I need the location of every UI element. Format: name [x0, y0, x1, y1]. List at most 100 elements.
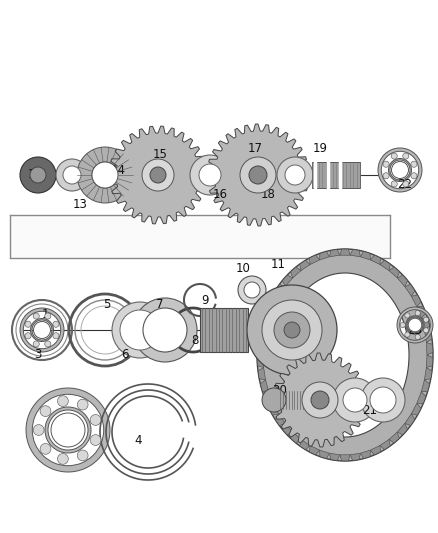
- Polygon shape: [258, 368, 265, 380]
- Circle shape: [120, 310, 160, 350]
- Circle shape: [415, 334, 420, 340]
- Text: 22: 22: [398, 179, 413, 191]
- Polygon shape: [405, 414, 415, 425]
- Circle shape: [190, 155, 230, 195]
- Circle shape: [411, 161, 417, 167]
- Polygon shape: [257, 355, 264, 368]
- Circle shape: [90, 434, 101, 446]
- Text: 16: 16: [212, 189, 227, 201]
- Text: 11: 11: [271, 259, 286, 271]
- Polygon shape: [371, 255, 381, 264]
- Circle shape: [51, 413, 85, 447]
- Circle shape: [238, 276, 266, 304]
- Circle shape: [45, 313, 51, 319]
- Polygon shape: [281, 273, 409, 437]
- Text: 4: 4: [134, 433, 142, 447]
- Bar: [312, 162, 360, 188]
- Circle shape: [411, 173, 417, 179]
- Circle shape: [262, 300, 322, 360]
- Circle shape: [405, 313, 410, 318]
- Polygon shape: [389, 267, 399, 278]
- Polygon shape: [269, 295, 279, 307]
- Wedge shape: [31, 319, 53, 342]
- Circle shape: [277, 157, 313, 193]
- Wedge shape: [378, 148, 422, 192]
- Circle shape: [370, 387, 396, 413]
- Polygon shape: [417, 392, 426, 403]
- Circle shape: [244, 282, 260, 298]
- Circle shape: [403, 181, 409, 187]
- Polygon shape: [275, 285, 285, 296]
- Circle shape: [199, 164, 221, 186]
- Wedge shape: [406, 316, 424, 334]
- Polygon shape: [300, 260, 310, 271]
- Polygon shape: [426, 355, 433, 368]
- Polygon shape: [330, 249, 340, 257]
- Circle shape: [40, 443, 51, 454]
- Polygon shape: [257, 249, 433, 461]
- Wedge shape: [77, 147, 133, 203]
- Polygon shape: [260, 318, 269, 330]
- Circle shape: [424, 328, 429, 333]
- Circle shape: [33, 313, 39, 319]
- Bar: [270, 392, 295, 408]
- Text: 19: 19: [312, 141, 328, 155]
- Polygon shape: [273, 353, 367, 447]
- Text: 9: 9: [201, 294, 209, 306]
- Circle shape: [133, 298, 197, 362]
- Polygon shape: [371, 446, 381, 455]
- Circle shape: [40, 406, 51, 416]
- Polygon shape: [360, 450, 371, 458]
- Circle shape: [405, 332, 410, 337]
- Circle shape: [240, 157, 276, 193]
- Text: 20: 20: [272, 384, 287, 397]
- Text: 5: 5: [103, 298, 111, 311]
- Polygon shape: [405, 285, 415, 296]
- Polygon shape: [360, 252, 371, 260]
- Circle shape: [249, 166, 267, 184]
- Polygon shape: [264, 392, 273, 403]
- Polygon shape: [300, 439, 310, 450]
- Circle shape: [63, 166, 81, 184]
- Text: 2: 2: [64, 429, 72, 441]
- Polygon shape: [291, 432, 301, 443]
- Text: 7: 7: [156, 298, 164, 311]
- Bar: [278, 391, 308, 409]
- Polygon shape: [291, 267, 301, 278]
- Circle shape: [285, 165, 305, 185]
- Polygon shape: [389, 432, 399, 443]
- Polygon shape: [350, 453, 360, 461]
- Polygon shape: [258, 330, 265, 343]
- Wedge shape: [397, 307, 433, 343]
- Text: 13: 13: [73, 198, 88, 212]
- Polygon shape: [269, 403, 279, 415]
- Circle shape: [274, 312, 310, 348]
- Wedge shape: [389, 158, 411, 182]
- Polygon shape: [380, 439, 390, 450]
- Text: 14: 14: [110, 164, 126, 176]
- Text: 18: 18: [261, 189, 276, 201]
- Wedge shape: [26, 388, 110, 472]
- Circle shape: [150, 167, 166, 183]
- Polygon shape: [340, 455, 350, 461]
- Circle shape: [53, 321, 59, 327]
- Polygon shape: [260, 380, 269, 392]
- Text: 3: 3: [34, 349, 42, 361]
- Circle shape: [343, 388, 367, 412]
- Polygon shape: [411, 295, 421, 307]
- Circle shape: [33, 341, 39, 347]
- Circle shape: [392, 161, 409, 179]
- Polygon shape: [424, 368, 432, 380]
- Polygon shape: [380, 260, 390, 271]
- Polygon shape: [275, 414, 285, 425]
- Polygon shape: [397, 275, 408, 287]
- Polygon shape: [320, 252, 330, 260]
- Polygon shape: [421, 318, 430, 330]
- Circle shape: [424, 317, 429, 322]
- Circle shape: [20, 157, 56, 193]
- Circle shape: [262, 388, 286, 412]
- Polygon shape: [10, 215, 390, 258]
- Circle shape: [415, 310, 420, 316]
- Polygon shape: [310, 446, 320, 455]
- Text: 8: 8: [191, 334, 199, 346]
